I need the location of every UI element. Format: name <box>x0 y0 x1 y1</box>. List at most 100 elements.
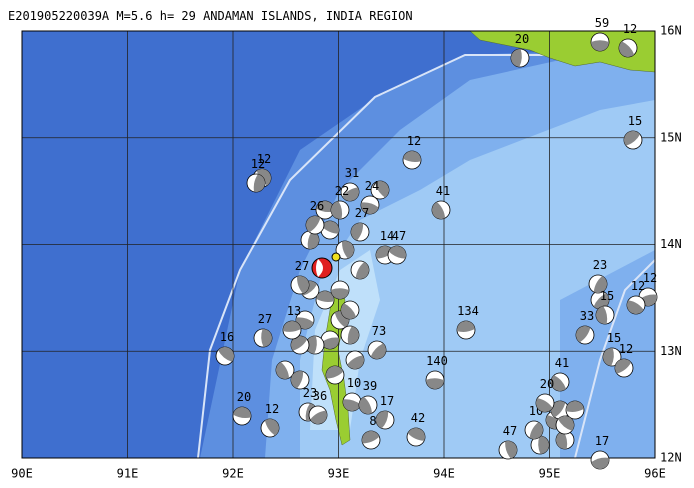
ball-quadrant <box>341 303 357 319</box>
depth-label: 20 <box>237 390 251 404</box>
focal-mechanism <box>308 405 328 425</box>
ball-quadrant <box>316 291 335 303</box>
ball-quadrant <box>342 187 359 201</box>
focal-mechanism <box>431 200 451 220</box>
focal-mechanism <box>350 222 370 242</box>
focal-mechanism <box>335 240 355 260</box>
focal-mechanism <box>524 420 544 440</box>
ball-quadrant <box>576 326 591 343</box>
ball-quadrant <box>551 401 566 418</box>
ball-quadrant <box>253 174 265 192</box>
lat-label: 16N <box>660 24 682 38</box>
focal-mechanism <box>290 370 310 390</box>
focal-mechanism <box>342 392 362 412</box>
ball-quadrant <box>529 422 543 439</box>
focal-mechanism <box>360 195 380 215</box>
ball-quadrant <box>306 216 321 233</box>
ball-quadrant <box>388 245 406 259</box>
focal-mechanism <box>498 440 518 460</box>
focal-mechanism <box>320 330 340 350</box>
ball-quadrant <box>558 416 574 431</box>
ball-quadrant <box>566 401 584 412</box>
focal-mechanism <box>260 418 280 438</box>
focal-mechanism <box>358 395 378 415</box>
depth-label: 14 <box>380 229 394 243</box>
depth-label: 27 <box>295 259 309 273</box>
depth-label: 15 <box>607 331 621 345</box>
focal-mechanism <box>340 182 360 202</box>
lon-label: 92E <box>222 467 244 481</box>
ball-quadrant <box>426 378 444 389</box>
focal-mechanism <box>614 358 634 378</box>
focal-mechanism <box>215 346 235 366</box>
focal-mechanism <box>425 370 445 390</box>
depth-label: 13 <box>287 304 301 318</box>
depth-label: 10 <box>347 376 361 390</box>
focal-mechanism <box>565 400 585 420</box>
ball-quadrant <box>218 347 234 362</box>
ball-quadrant <box>505 441 517 459</box>
ball-quadrant <box>331 288 349 299</box>
focal-mechanism <box>406 427 426 447</box>
depth-label: 15 <box>600 289 614 303</box>
ball-quadrant <box>347 355 364 369</box>
plate-boundary <box>197 54 655 459</box>
depth-label: 140 <box>426 354 448 368</box>
focal-mechanism <box>330 280 350 300</box>
ball-quadrant <box>375 246 394 259</box>
ball-quadrant <box>593 293 609 309</box>
ball-quadrant <box>370 343 386 359</box>
depth-label: 12 <box>643 271 657 285</box>
depth-label: 41 <box>555 356 569 370</box>
focal-mechanism <box>320 220 340 240</box>
depth-label: 47 <box>392 229 406 243</box>
depth-label: 8 <box>369 414 376 428</box>
depth-label: 42 <box>411 411 425 425</box>
depth-label: 27 <box>258 312 272 326</box>
focal-mechanism <box>295 310 315 330</box>
lat-label: 12N <box>660 451 682 465</box>
depth-label: 12 <box>257 152 271 166</box>
depth-label: 47 <box>503 424 517 438</box>
focal-mechanism <box>350 260 370 280</box>
depth-label: 24 <box>365 179 379 193</box>
ball-quadrant <box>457 320 475 332</box>
ball-quadrant <box>362 431 380 444</box>
depth-label: 23 <box>303 386 317 400</box>
depth-label: 26 <box>310 199 324 213</box>
depth-label: 134 <box>457 304 479 318</box>
depth-label: 22 <box>335 184 349 198</box>
focal-mechanism <box>370 180 390 200</box>
ball-quadrant <box>593 276 607 293</box>
ball-quadrant <box>326 365 344 379</box>
focal-mechanism <box>290 275 310 295</box>
epicenter <box>331 252 341 262</box>
focal-mechanism <box>595 305 615 325</box>
depth-label: 39 <box>363 379 377 393</box>
depth-label: 12 <box>623 22 637 36</box>
depth-label: 16 <box>220 330 234 344</box>
axis-labels: 90E 91E 92E 93E 94E 95E 96E 16N 15N 14N 13N 12N <box>11 24 682 481</box>
depth-label: 41 <box>436 184 450 198</box>
depth-label: 12 <box>265 402 279 416</box>
ball-quadrant <box>538 436 549 454</box>
focal-mechanism <box>315 200 335 220</box>
ball-quadrant <box>310 410 327 425</box>
lon-label: 95E <box>539 467 561 481</box>
shallow <box>300 100 655 458</box>
ball-quadrant <box>316 201 334 213</box>
ball-quadrant <box>556 431 568 449</box>
ball-quadrant <box>619 41 635 57</box>
focal-mechanism <box>623 130 643 150</box>
focal-mechanism <box>590 450 610 470</box>
focal-mechanism <box>305 215 325 235</box>
ball-quadrant <box>432 201 446 219</box>
ball-quadrant <box>264 419 279 436</box>
lat-label: 14N <box>660 237 682 251</box>
depth-label: 12 <box>619 342 633 356</box>
depth-label: 33 <box>580 309 594 323</box>
ball-quadrant <box>297 275 309 294</box>
ball-quadrant <box>321 337 339 349</box>
ball-quadrant <box>403 151 421 163</box>
